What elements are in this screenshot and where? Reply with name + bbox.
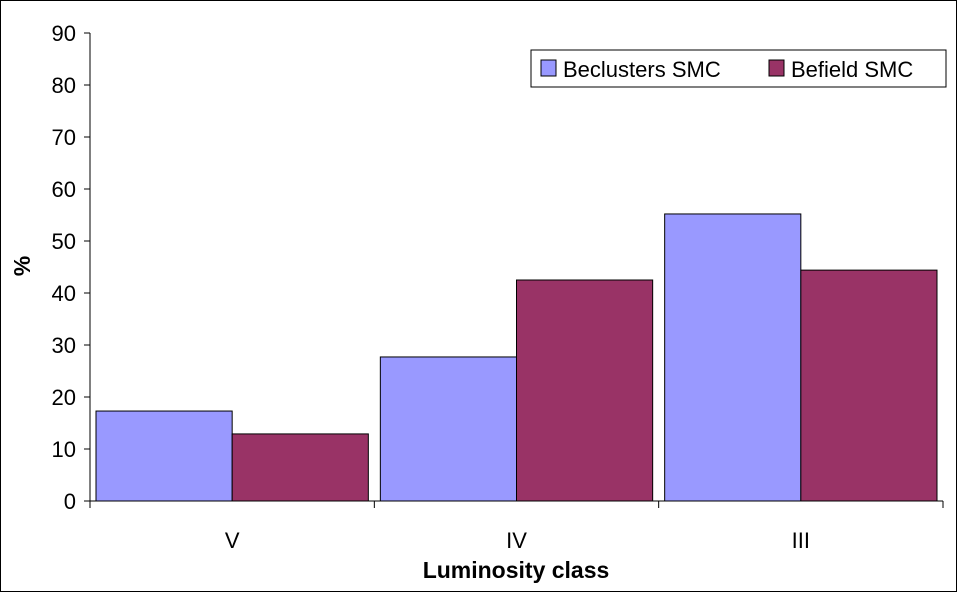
y-tick-label: 70 — [52, 125, 76, 150]
legend-label: Beclusters SMC — [563, 57, 721, 82]
x-axis-title: Luminosity class — [423, 557, 610, 583]
bar-beclusters-smc-v — [95, 410, 233, 502]
y-tick-label: 90 — [52, 21, 76, 46]
legend-box — [530, 49, 947, 88]
y-tick-label: 20 — [52, 385, 76, 410]
y-tick-label: 0 — [64, 489, 76, 514]
bar-beclusters-smc-iii — [664, 213, 802, 502]
bar-befield-smc-iii — [800, 269, 938, 502]
y-tick-label: 40 — [52, 281, 76, 306]
y-axis-title: % — [9, 256, 35, 276]
bar-befield-smc-iv — [516, 279, 654, 502]
legend-label: Befield SMC — [791, 57, 913, 82]
bar-beclusters-smc-iv — [379, 356, 518, 502]
y-tick-label: 30 — [52, 333, 76, 358]
y-tick-label: 50 — [52, 229, 76, 254]
y-tick-label: 60 — [52, 177, 76, 202]
legend-swatch-beclusters-smc — [540, 59, 557, 77]
y-tick-label: 80 — [52, 73, 76, 98]
x-tick-label: V — [225, 528, 240, 553]
legend-swatch-befield-smc — [768, 59, 785, 77]
x-tick-label: III — [792, 528, 810, 553]
bar-befield-smc-v — [231, 433, 369, 502]
x-tick-label: IV — [506, 528, 527, 553]
y-tick-label: 10 — [52, 437, 76, 462]
